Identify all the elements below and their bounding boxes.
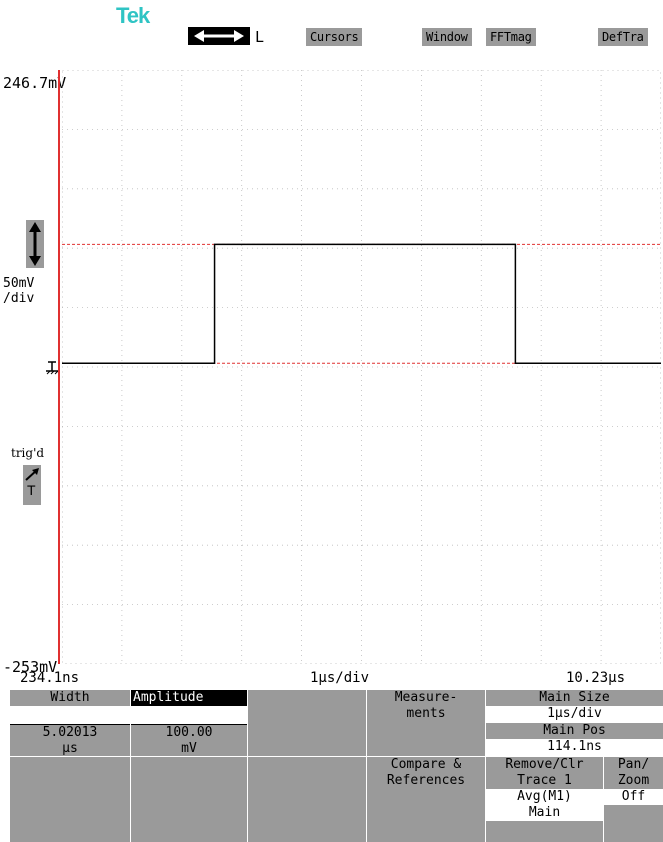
panzoom-line1: Pan/ [617,757,650,772]
main-size-value[interactable]: 1µs/div [486,706,663,723]
width-label[interactable]: Width [10,690,130,706]
width-spacer [10,706,130,724]
width-value: 5.02013 [42,725,98,740]
window-button[interactable]: Window [422,28,472,46]
graticule [62,70,661,664]
trace-1 [62,243,661,365]
amplitude-value: 100.00 [165,725,213,740]
width-unit: µs [62,741,78,756]
main-size-label[interactable]: Main Size [486,690,663,706]
remove-clear-trace-button[interactable]: Remove/Clr Trace 1 Avg(M1) Main [486,757,603,842]
ground-level-icon [46,361,59,375]
panzoom-value: Off [604,789,663,805]
time-start-label: 234.1ns [20,670,80,686]
empty-slot-2 [10,757,130,842]
panzoom-line2: Zoom [617,773,650,788]
horizontal-mode-label: L [255,28,265,46]
remove-line1: Remove/Clr [505,757,584,772]
cursors-button[interactable]: Cursors [306,28,363,46]
amplitude-spacer [131,706,247,724]
measurements-line2: ments [406,706,446,721]
deftra-button[interactable]: DefTra [598,28,648,46]
compare-line2: References [386,773,466,788]
remove-trace-source: Avg(M1) Main [486,789,603,821]
main-pos-label[interactable]: Main Pos [486,723,663,739]
waveform-display[interactable] [62,70,661,664]
compare-line1: Compare & [390,757,462,772]
remove-line4: Main [528,805,561,820]
trigger-source: T [27,482,36,498]
fftmag-button[interactable]: FFTmag [486,28,536,46]
tek-logo: Tek [116,3,150,28]
width-value-cell: 5.02013 µs [10,724,130,756]
remove-line3: Avg(M1) [517,789,572,804]
vertical-double-arrow-icon [29,222,41,266]
main-pos-value[interactable]: 114.1ns [486,739,663,756]
amplitude-label[interactable]: Amplitude [131,690,247,706]
double-arrow-icon [194,30,244,42]
vertical-scale-icon[interactable] [26,220,44,268]
trigger-icon[interactable] [23,465,41,505]
measurements-line1: Measure- [394,690,458,705]
amplitude-value-cell: 100.00 mV [131,724,247,756]
cursor-bar-left [58,70,60,664]
empty-slot-4 [248,757,366,842]
y-top-label: 246.7mV [3,74,67,92]
measurements-button[interactable]: Measure- ments [367,690,485,756]
scale-unit: /div [3,291,35,306]
empty-slot-1 [248,690,366,756]
bottom-menu: Width Amplitude 5.02013 µs 100.00 mV Mea… [10,690,663,842]
remove-line2: Trace 1 [517,773,572,788]
vertical-scale-label: 50mV /div [3,276,34,306]
empty-slot-3 [131,757,247,842]
trigger-status: trig'd [11,446,45,460]
scale-value: 50mV [3,276,35,291]
trigger-arrow-icon [25,468,39,481]
time-end-label: 10.23µs [566,670,626,686]
horizontal-position-icon[interactable] [188,27,250,45]
time-per-div-label: 1µs/div [310,670,370,686]
pan-zoom-button[interactable]: Pan/ Zoom Off [604,757,663,842]
y-bottom-label: -253mV [3,658,58,676]
amplitude-unit: mV [181,741,197,756]
compare-references-button[interactable]: Compare & References [367,757,485,842]
